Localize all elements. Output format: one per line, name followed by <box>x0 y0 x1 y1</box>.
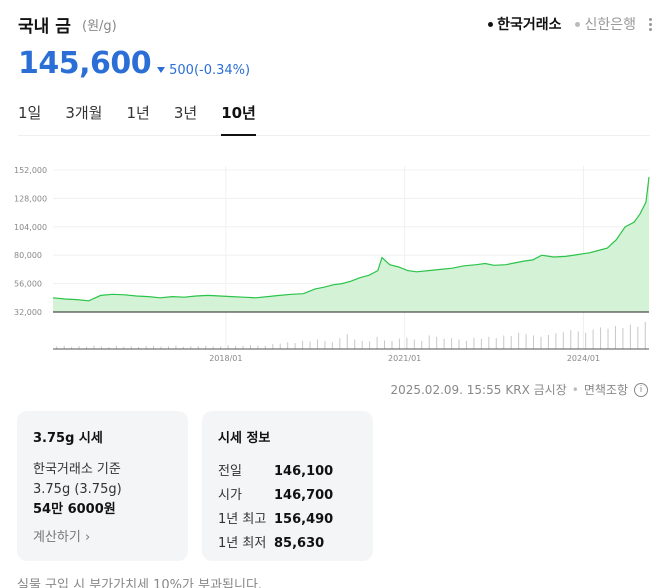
vat-notice: 실물 구입 시 부가가치세 10%가 부과됩니다. <box>17 578 263 588</box>
data-source: KRX 금시장 <box>505 383 567 397</box>
x-tick-label: 2024/01 <box>567 354 600 363</box>
disclaimer-link[interactable]: 면책조항 <box>583 383 628 397</box>
price-chart[interactable]: 152,000 128,000 104,000 80,000 56,000 32,000 2… <box>12 152 652 372</box>
card-title: 3.75g 시세 <box>33 431 103 446</box>
x-tick-label: 2018/01 <box>209 354 242 363</box>
price-card-3-75g: 3.75g 시세 한국거래소 기준 3.75g (3.75g) 54만 6000… <box>17 411 188 561</box>
tab-3m[interactable]: 3개월 <box>65 104 103 122</box>
basis-text: 한국거래소 기준 <box>33 462 121 477</box>
y-tick-label: 56,000 <box>14 280 42 289</box>
timestamp: 2025.02.09. 15:55 <box>390 382 502 397</box>
price-line <box>52 177 650 302</box>
info-row-low: 1년 최저 85,630 <box>218 532 357 556</box>
info-value: 85,630 <box>274 536 325 551</box>
source-tab-label: 한국거래소 <box>497 17 562 33</box>
y-tick-label: 104,000 <box>14 223 47 232</box>
y-tick-label: 152,000 <box>14 166 47 175</box>
price-change: 500 (-0.34%) <box>157 63 250 78</box>
info-value: 156,490 <box>274 512 334 527</box>
current-price: 145,600 <box>18 46 152 81</box>
unit-label: (원/g) <box>82 19 117 34</box>
market-info-card: 시세 정보 전일 146,100 시가 146,700 1년 최고 156,49… <box>202 411 373 561</box>
change-percent: (-0.34%) <box>193 62 251 78</box>
info-label: 전일 <box>218 464 242 479</box>
tab-1d[interactable]: 1일 <box>18 104 42 122</box>
tab-10y[interactable]: 10년 <box>221 98 256 136</box>
source-tab-label: 신한은행 <box>584 17 636 33</box>
info-icon[interactable]: i <box>634 382 648 397</box>
chart-footnote: 2025.02.09. 15:55 KRX 금시장 • 면책조항 i <box>390 381 648 398</box>
price-area <box>53 177 649 312</box>
period-tabs: 1일 3개월 1년 3년 10년 <box>18 98 650 136</box>
info-label: 시가 <box>218 488 242 503</box>
info-row-open: 시가 146,700 <box>218 484 357 508</box>
info-row-high: 1년 최고 156,490 <box>218 508 357 532</box>
card-title: 시세 정보 <box>218 431 271 446</box>
header: 국내 금 (원/g) 한국거래소 신한은행 <box>18 12 652 37</box>
info-value: 146,100 <box>274 464 334 479</box>
source-tabs: 한국거래소 신한은행 <box>474 14 652 34</box>
y-tick-label: 128,000 <box>14 194 47 203</box>
bullet-icon <box>575 21 581 27</box>
x-tick-label: 2021/01 <box>388 354 421 363</box>
info-row-prev: 전일 146,100 <box>218 460 357 484</box>
y-tick-label: 32,000 <box>14 308 42 317</box>
amount-text: 54만 6000원 <box>33 502 116 517</box>
chart-svg: 152,000 128,000 104,000 80,000 56,000 32,000 2… <box>14 166 650 363</box>
separator-dot: • <box>571 382 579 397</box>
tab-3y[interactable]: 3년 <box>173 104 198 122</box>
source-tab-shinhan[interactable]: 신한은행 <box>575 14 636 34</box>
weight-text: 3.75g (3.75g) <box>33 482 122 497</box>
change-value: 500 <box>169 62 194 78</box>
down-arrow-icon <box>157 67 166 73</box>
tab-1y[interactable]: 1년 <box>126 104 150 122</box>
y-tick-label: 80,000 <box>14 251 42 260</box>
source-tab-krx[interactable]: 한국거래소 <box>488 14 561 34</box>
info-label: 1년 최고 <box>218 512 267 527</box>
page-title: 국내 금 <box>18 17 71 37</box>
more-vertical-icon[interactable] <box>648 17 652 31</box>
calculate-link[interactable]: 계산하기 › <box>33 530 91 545</box>
info-value: 146,700 <box>274 488 334 503</box>
info-label: 1년 최저 <box>218 536 267 551</box>
bullet-icon <box>488 21 494 27</box>
price-row: 145,600 500 (-0.34%) <box>18 46 250 81</box>
